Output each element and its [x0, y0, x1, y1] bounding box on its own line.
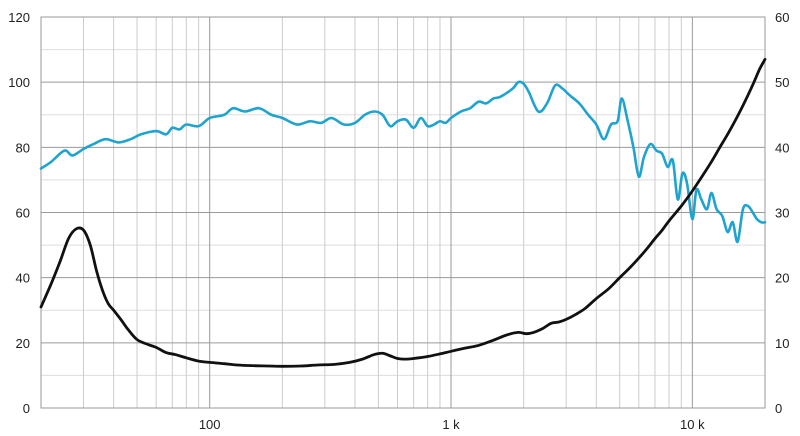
y-right-tick-label: 0 [775, 401, 782, 416]
y-axis-left-tick-labels: 0 20 40 60 80 100 120 [8, 10, 30, 416]
impedance-series-line [39, 57, 767, 368]
y-right-tick-label: 50 [775, 75, 789, 90]
y-axis-right-tick-labels: 0 10 20 30 40 50 60 [775, 10, 789, 416]
y-left-tick-label: 40 [16, 271, 30, 286]
series-layer [39, 57, 767, 368]
y-right-tick-label: 40 [775, 140, 789, 155]
y-right-tick-label: 10 [775, 336, 789, 351]
x-tick-label: 1 k [442, 417, 460, 432]
y-left-tick-label: 20 [16, 336, 30, 351]
y-right-tick-label: 60 [775, 10, 789, 25]
spl-series-line [39, 80, 767, 244]
x-tick-label: 100 [199, 417, 221, 432]
y-left-tick-label: 120 [8, 10, 30, 25]
y-left-tick-label: 80 [16, 140, 30, 155]
y-left-tick-label: 100 [8, 75, 30, 90]
y-right-tick-label: 30 [775, 206, 789, 221]
x-axis-tick-labels: 100 1 k 10 k [199, 417, 705, 432]
major-grid [41, 17, 765, 408]
x-tick-label: 10 k [680, 417, 705, 432]
plot-frame [40, 16, 766, 409]
y-left-tick-label: 60 [16, 206, 30, 221]
y-left-tick-label: 0 [23, 401, 30, 416]
y-right-tick-label: 20 [775, 271, 789, 286]
